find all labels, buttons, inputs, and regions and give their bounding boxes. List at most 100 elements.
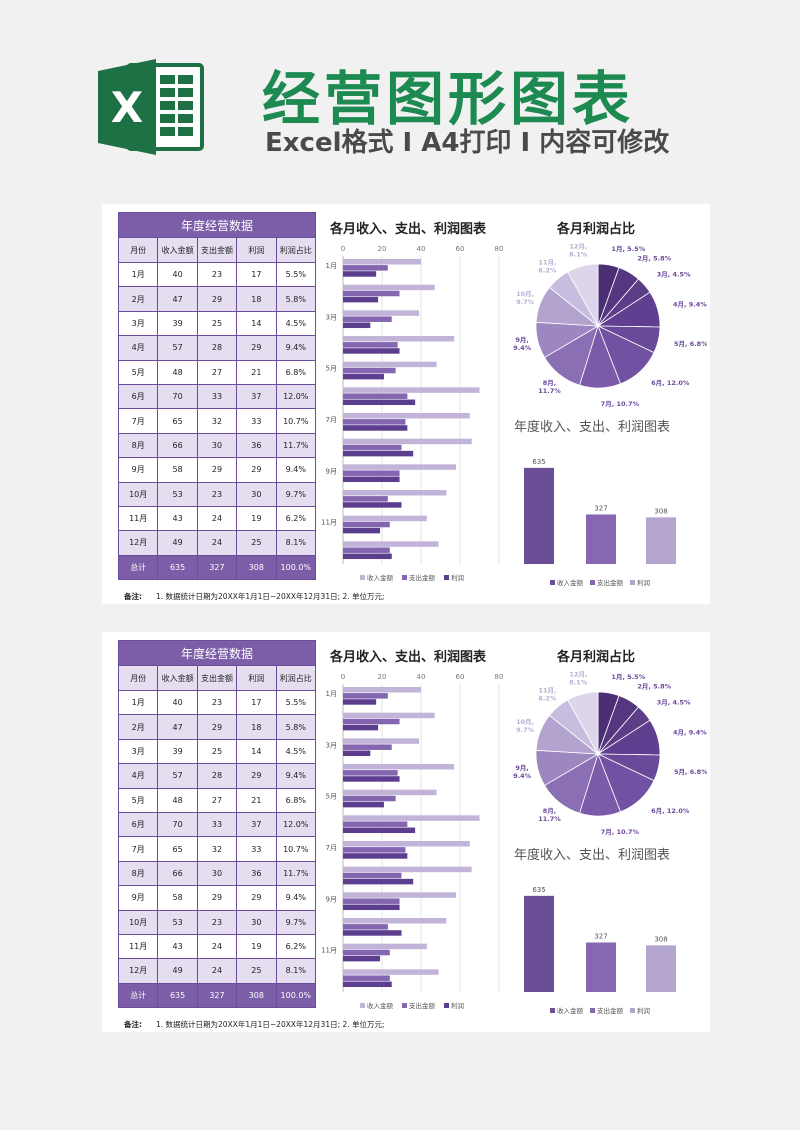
table-cell: 9.4% [275, 335, 317, 361]
table-cell: 6.2% [275, 505, 317, 532]
bar-profit [343, 878, 414, 885]
bar-profit [343, 724, 379, 731]
bar-expense [343, 821, 408, 827]
bar-expense [343, 847, 406, 853]
table-row: 7月 65 32 33 10.7% [117, 408, 317, 434]
table-cell: 2月 [117, 714, 159, 740]
table-cell: 36 [236, 432, 277, 459]
table-row: 1月 40 23 17 5.5% [117, 689, 317, 716]
bar-expense [343, 419, 406, 425]
table-cell: 43 [157, 933, 198, 960]
bar-income [343, 284, 435, 291]
bar-profit [343, 853, 408, 859]
bar-income [343, 464, 457, 470]
table-cell: 14 [236, 310, 277, 337]
table-cell: 29 [196, 457, 238, 483]
table-row: 11月 43 24 19 6.2% [117, 933, 317, 960]
bar-expense [343, 547, 390, 553]
bar-profit [343, 476, 400, 483]
table-title: 年度经营数据 [118, 212, 316, 238]
bar-expense [343, 693, 388, 699]
bar-expense [343, 444, 402, 451]
table-cell: 28 [196, 335, 238, 361]
column-chart-title: 年度收入、支出、利润图表 [514, 420, 671, 435]
table-cell: 27 [196, 359, 238, 385]
note: 备注: 1. 数据统计日期为20XX年1月1日~20XX年12月31日; 2. 单… [124, 1019, 385, 1030]
pie-label: 8月, 11.7% [538, 807, 561, 823]
column-header: 利润 [236, 237, 277, 263]
bar-expense [343, 795, 396, 802]
table-cell: 18 [236, 714, 277, 740]
legend-label: 收入金额 [367, 573, 394, 582]
table-cell: 23 [196, 261, 238, 288]
pie-label: 11月, 6.2% [538, 259, 557, 275]
table-cell: 10月 [117, 481, 159, 507]
bar-income [343, 438, 472, 445]
bar-income [343, 789, 437, 796]
pie-label: 10月, 9.7% [516, 718, 535, 734]
table-cell: 7月 [117, 408, 159, 434]
table-cell: 8.1% [275, 530, 317, 556]
legend-swatch [590, 1008, 595, 1013]
table-row: 1月 40 23 17 5.5% [117, 261, 317, 288]
table-cell: 19 [236, 933, 277, 960]
table-cell: 39 [157, 310, 198, 337]
excel-logo-icon: X [98, 59, 204, 155]
table-cell: 5月 [117, 359, 159, 385]
table-cell: 21 [236, 359, 277, 385]
table-cell: 6月 [117, 383, 159, 410]
x-tick-label: 40 [417, 673, 426, 681]
bar-profit [343, 955, 381, 962]
pie-label: 10月, 9.7% [516, 290, 535, 306]
bar-profit [343, 553, 392, 560]
annual-data-table: 年度经营数据 月份 收入金额 支出金额 利润 利润占比 1月 40 23 17 5.5% 2月 47… [117, 212, 317, 581]
pie-label: 2月, 5.8% [637, 255, 671, 263]
x-tick-label: 20 [378, 673, 387, 681]
bar-expense [343, 718, 400, 725]
column-chart-title: 年度收入、支出、利润图表 [514, 848, 671, 863]
bar-profit [343, 801, 384, 808]
category-label: 7月 [326, 416, 337, 424]
table-row: 2月 47 29 18 5.8% [117, 714, 317, 740]
table-cell: 8月 [117, 432, 159, 459]
table-row: 8月 66 30 36 11.7% [117, 432, 317, 459]
bar-income [343, 738, 420, 744]
pie-label: 1月, 5.5% [611, 673, 645, 681]
bar-income [343, 918, 447, 924]
x-tick-label: 0 [341, 245, 345, 253]
legend-label: 收入金额 [367, 1001, 394, 1010]
table-cell: 70 [157, 383, 198, 410]
table-cell: 23 [196, 481, 238, 507]
x-tick-label: 40 [417, 245, 426, 253]
pie-label: 5月, 6.8% [674, 340, 707, 348]
table-row: 12月 49 24 25 8.1% [117, 958, 317, 984]
bar-profit [343, 271, 377, 277]
category-label: 3月 [326, 741, 337, 749]
legend-swatch [630, 580, 635, 585]
table-row: 6月 70 33 37 12.0% [117, 383, 317, 410]
table-cell: 6.8% [275, 787, 317, 813]
table-cell: 48 [157, 359, 198, 385]
table-cell: 25 [196, 310, 238, 337]
table-cell: 58 [157, 457, 198, 483]
bar-income [343, 764, 455, 770]
table-cell: 29 [196, 885, 238, 911]
table-cell: 25 [236, 958, 277, 984]
table-cell: 30 [196, 860, 238, 887]
table-cell: 10.7% [275, 836, 317, 862]
table-row: 10月 53 23 30 9.7% [117, 481, 317, 507]
total-cell: 总计 [117, 554, 159, 581]
bar-expense [343, 290, 400, 297]
legend-swatch [402, 575, 407, 580]
page-header: X 经营图形图表 Excel格式 I A4打印 I 内容可修改 [0, 0, 800, 190]
legend-label: 收入金额 [557, 578, 584, 587]
table-cell: 28 [196, 763, 238, 789]
profit-share-pie-chart: 1月, 5.5% 2月, 5.8% 3月, 4.5% 4月, 9.4% 5月, 6.8%… [513, 671, 707, 836]
pie-label: 12月, 8.1% [569, 671, 588, 687]
table-row: 9月 58 29 29 9.4% [117, 457, 317, 483]
column-header: 利润占比 [275, 237, 317, 263]
bar-profit [343, 296, 379, 303]
annual-data-table: 年度经营数据 月份 收入金额 支出金额 利润 利润占比 1月 40 23 17 5.5% 2月 47… [117, 640, 317, 1009]
